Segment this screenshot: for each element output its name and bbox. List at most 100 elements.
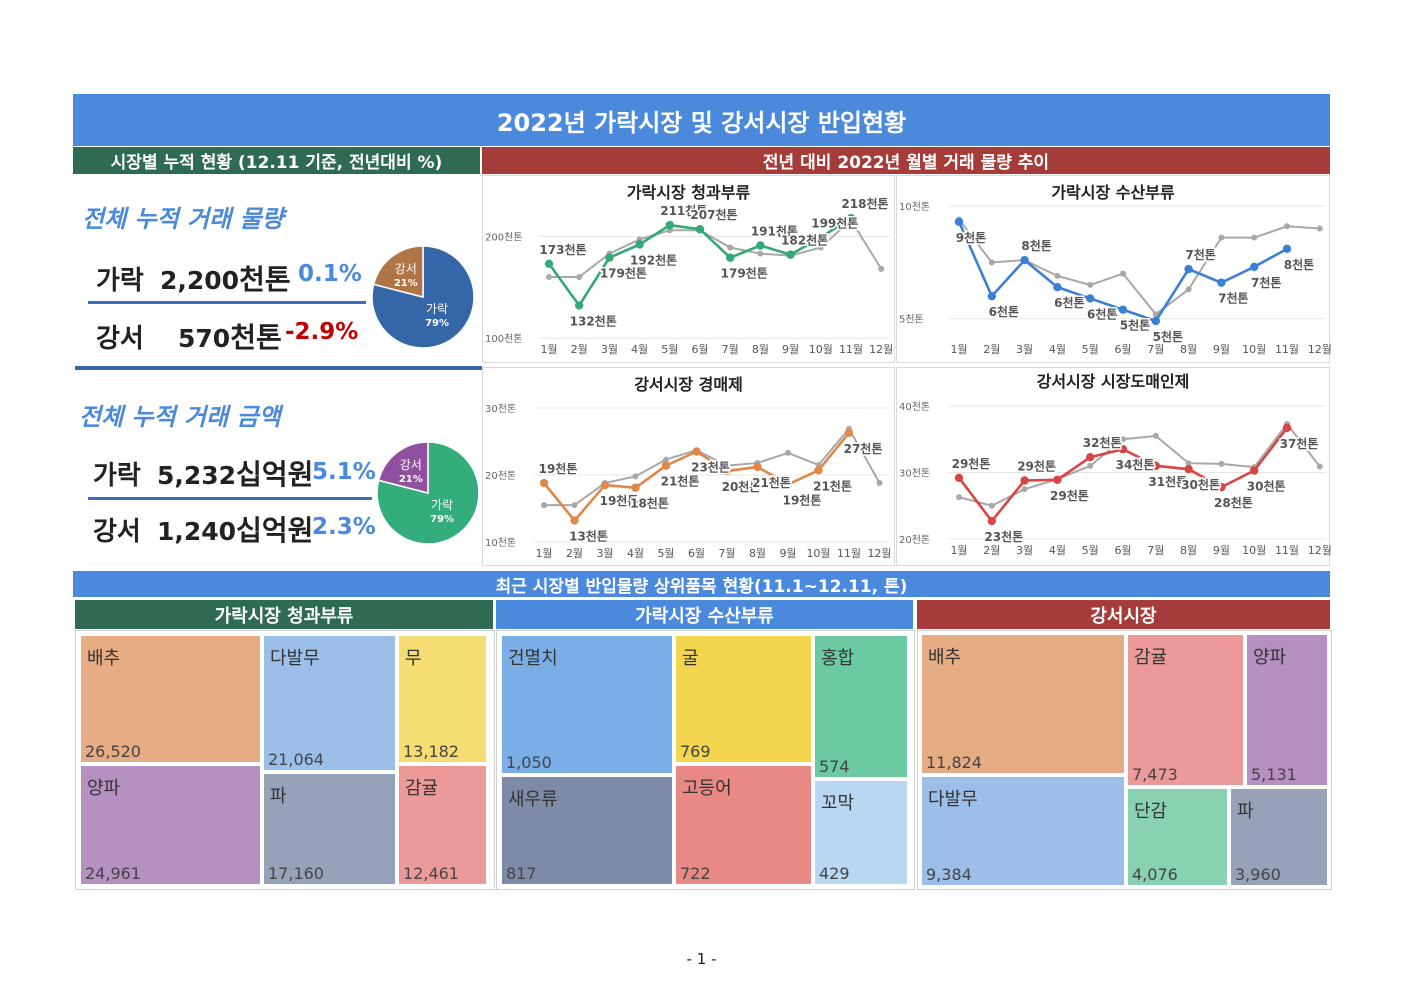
data-point-2022 — [722, 466, 732, 476]
data-label: 27천톤 — [844, 441, 883, 456]
item-name: 배추 — [87, 648, 121, 669]
data-point-2022 — [1184, 464, 1193, 474]
series-line-prior — [958, 422, 1321, 507]
treemap-cell: 감귤 7,473 — [1126, 633, 1245, 787]
data-point-prior — [727, 244, 734, 251]
x-tick-label: 3월 — [601, 343, 618, 356]
item-value: 3,960 — [1235, 865, 1281, 884]
treemap-cell: 파 3,960 — [1229, 787, 1329, 887]
data-label: 7천톤 — [1251, 275, 1281, 290]
x-tick-label: 7월 — [1147, 343, 1164, 356]
amount-row-garak-pct: 5.1% — [312, 459, 376, 485]
pie-slice — [377, 441, 429, 494]
item-value: 26,520 — [85, 742, 141, 761]
data-point-prior — [1087, 281, 1094, 288]
item-name: 배추 — [928, 647, 962, 668]
amount-row-gangseo-pct: 2.3% — [312, 514, 376, 540]
x-tick-label: 2월 — [983, 343, 1000, 356]
data-point-2022 — [753, 462, 762, 472]
item-name: 굴 — [682, 648, 699, 669]
group-header-gangseo: 강서시장 — [917, 600, 1330, 629]
x-tick-label: 4월 — [1049, 544, 1066, 557]
data-point-2022 — [816, 233, 825, 242]
data-label: 18천톤 — [630, 496, 669, 511]
volume-row-gangseo-name: 강서 — [96, 324, 144, 354]
data-point-2022 — [1086, 453, 1095, 462]
data-point-prior — [1185, 286, 1192, 293]
data-point-2022 — [1151, 316, 1160, 326]
data-label: 28천톤 — [1214, 495, 1253, 510]
x-tick-label: 11월 — [1275, 343, 1299, 356]
data-label: 32천톤 — [1083, 435, 1122, 450]
treemap-cell: 다발무 21,064 — [262, 634, 397, 772]
x-tick-label: 12월 — [867, 547, 891, 560]
data-label: 207천톤 — [690, 207, 737, 222]
amount-row-gangseo-value: 1,240십억원 — [157, 514, 314, 547]
x-tick-label: 3월 — [1016, 343, 1033, 356]
y-tick-label: 10천톤 — [485, 537, 516, 549]
data-point-2022 — [692, 447, 701, 456]
item-value: 5,131 — [1251, 765, 1297, 784]
data-point-2022 — [1086, 294, 1095, 303]
x-tick-label: 6월 — [1114, 544, 1131, 557]
data-point-2022 — [665, 220, 674, 230]
item-name: 건멸치 — [508, 648, 558, 669]
treemap-cell: 굴 769 — [674, 634, 813, 764]
chart-title: 가락시장 수산부류 — [1051, 183, 1175, 202]
x-tick-label: 5월 — [661, 343, 678, 356]
data-point-2022 — [544, 259, 554, 268]
x-tick-label: 11월 — [1275, 544, 1299, 557]
data-label: 29천톤 — [952, 456, 991, 471]
y-tick-label: 40천톤 — [899, 401, 930, 413]
data-label: 132천톤 — [570, 313, 617, 328]
data-point-prior — [1218, 234, 1225, 241]
data-point-2022 — [783, 480, 793, 489]
treemap-cell: 꼬막 429 — [813, 779, 909, 886]
item-value: 17,160 — [268, 864, 324, 883]
y-tick-label: 10천톤 — [899, 201, 930, 213]
data-label: 7천톤 — [1218, 291, 1248, 306]
x-tick-label: 9월 — [1213, 343, 1230, 356]
chart-title: 강서시장 경매제 — [634, 375, 743, 394]
line-chart-garak-seafood: 5천톤 10천톤 1월 2월 3월 4월 5월 6월 7월 8월 9월 10월 11월 12월 9천톤 6천톤… — [899, 201, 1331, 356]
treemap-cell: 고등어 722 — [674, 764, 813, 886]
data-point-2022 — [1020, 255, 1029, 265]
group-header-garak-produce: 가락시장 청과부류 — [75, 600, 493, 629]
pie-slice-pct: 79% — [425, 318, 449, 329]
item-value: 9,384 — [926, 865, 972, 884]
data-point-prior — [1120, 436, 1126, 443]
page-title: 2022년 가락시장 및 강서시장 반입현황 — [73, 94, 1330, 146]
data-point-prior — [1251, 234, 1258, 241]
treemap-cell: 양파 5,131 — [1245, 633, 1329, 787]
x-tick-label: 4월 — [627, 547, 644, 560]
data-point-prior — [817, 244, 824, 251]
page-number: - 1 - — [686, 950, 717, 968]
data-point-2022 — [846, 213, 856, 223]
pie-slice-label: 가락 — [431, 498, 453, 512]
y-tick-label: 100천톤 — [485, 333, 523, 345]
data-label: 30천톤 — [1181, 477, 1220, 492]
data-label: 34천톤 — [1116, 457, 1155, 472]
item-value: 7,473 — [1132, 765, 1178, 784]
y-tick-label: 5천톤 — [899, 314, 924, 326]
data-label: 199천톤 — [811, 215, 858, 230]
x-tick-label: 9월 — [782, 343, 799, 356]
data-point-prior — [1152, 311, 1159, 318]
data-point-prior — [988, 259, 995, 266]
treemap-cell: 홍합 574 — [813, 634, 909, 779]
x-tick-label: 6월 — [1114, 343, 1131, 356]
data-point-2022 — [1250, 262, 1259, 272]
data-point-2022 — [1118, 445, 1128, 454]
item-name: 다발무 — [928, 789, 978, 810]
x-tick-label: 9월 — [1213, 544, 1230, 557]
data-label: 5천톤 — [1153, 329, 1183, 344]
x-tick-label: 6월 — [691, 343, 708, 356]
data-label: 29천톤 — [1050, 488, 1089, 503]
divider — [88, 497, 372, 500]
item-name: 파 — [1237, 801, 1254, 822]
item-value: 12,461 — [403, 864, 459, 883]
data-point-2022 — [570, 516, 579, 525]
data-point-2022 — [844, 428, 854, 437]
data-point-prior — [1284, 223, 1290, 230]
chart-title: 가락시장 청과부류 — [626, 183, 751, 202]
